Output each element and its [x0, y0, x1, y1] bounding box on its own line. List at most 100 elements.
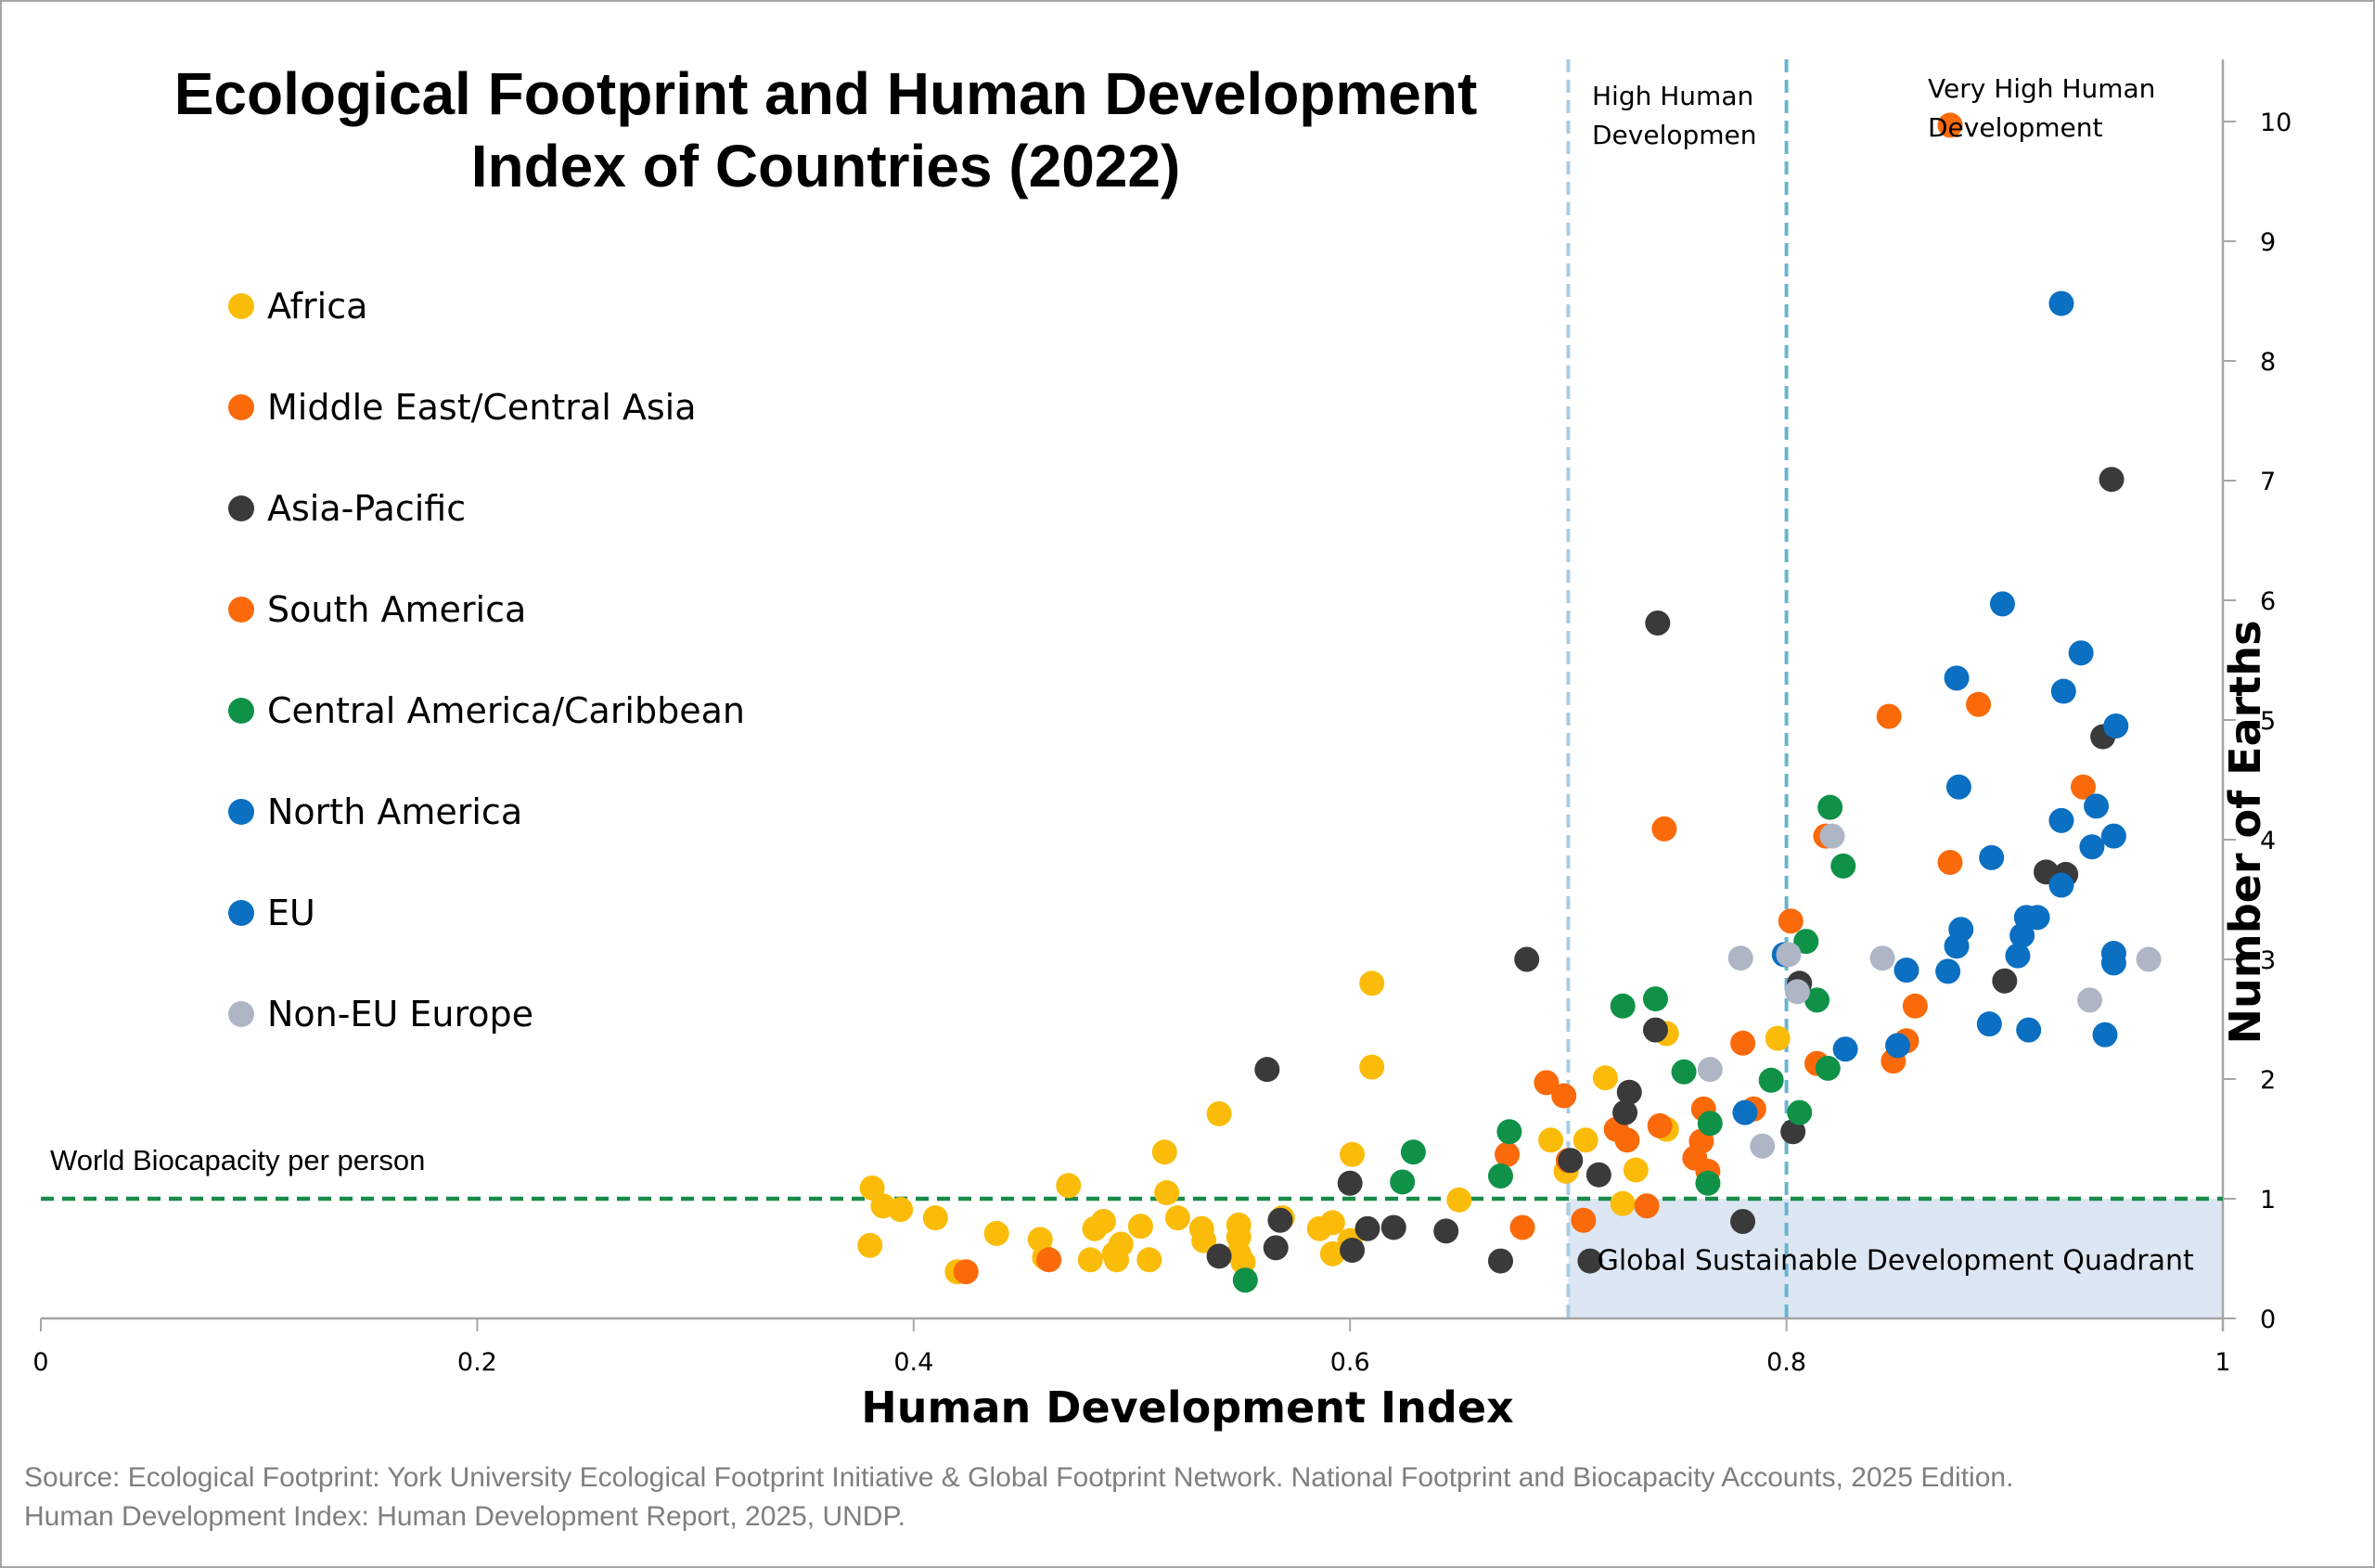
- data-point-asia-pacific: [1340, 1237, 1366, 1263]
- data-point-non-eu-europe: [1750, 1133, 1776, 1159]
- data-point-asia-pacific: [1645, 610, 1671, 636]
- data-point-eu: [1945, 774, 1971, 800]
- data-point-middle-east-central-asia: [1614, 1127, 1640, 1153]
- legend-marker-icon: [228, 900, 254, 926]
- data-point-asia-pacific: [2099, 467, 2125, 493]
- data-point-middle-east-central-asia: [1647, 1112, 1673, 1138]
- data-point-africa: [1056, 1173, 1082, 1199]
- data-point-non-eu-europe: [1697, 1057, 1723, 1083]
- legend-item-middle-east-central-asia[interactable]: Middle East/Central Asia: [228, 379, 696, 435]
- legend-marker-icon: [228, 1001, 254, 1027]
- data-point-south-america: [1902, 993, 1928, 1019]
- legend-label: Central America/Caribbean: [267, 690, 745, 731]
- data-point-eu: [1732, 1099, 1758, 1125]
- data-point-africa: [1154, 1180, 1180, 1206]
- data-point-eu: [1948, 917, 1974, 943]
- data-point-africa: [1592, 1065, 1618, 1091]
- y-tick-label: 3: [2260, 946, 2276, 975]
- data-point-south-america: [1682, 1145, 1708, 1171]
- y-axis-title: Number of Earths: [2220, 620, 2270, 1045]
- data-point-africa: [922, 1205, 948, 1231]
- data-point-eu: [2084, 793, 2110, 819]
- legend-item-central-america-caribbean[interactable]: Central America/Caribbean: [228, 683, 745, 739]
- data-point-eu: [2092, 1022, 2118, 1047]
- data-point-south-america: [1571, 1207, 1597, 1233]
- data-point-asia-pacific: [1616, 1079, 1642, 1105]
- data-point-eu: [2050, 678, 2076, 704]
- data-point-north-america: [2100, 823, 2126, 849]
- legend-label: Asia-Pacific: [267, 488, 467, 529]
- data-point-eu: [1989, 591, 2015, 617]
- data-point-africa: [857, 1232, 883, 1258]
- data-point-middle-east-central-asia: [2070, 774, 2096, 800]
- data-point-central-america-caribbean: [1815, 1055, 1841, 1081]
- data-point-africa: [888, 1197, 914, 1223]
- legend-label: EU: [267, 893, 315, 933]
- data-point-asia-pacific: [1337, 1170, 1363, 1196]
- data-point-middle-east-central-asia: [1778, 908, 1804, 934]
- data-point-asia-pacific: [1577, 1248, 1603, 1274]
- data-point-africa: [1164, 1205, 1190, 1231]
- source-caption-line-2: Human Development Index: Human Developme…: [24, 1501, 905, 1532]
- data-point-middle-east-central-asia: [1534, 1070, 1560, 1096]
- data-point-asia-pacific: [1730, 1209, 1756, 1235]
- data-point-asia-pacific: [1263, 1235, 1289, 1261]
- data-point-eu: [2024, 905, 2050, 931]
- x-tick-label: 0.8: [1766, 1348, 1806, 1377]
- data-point-middle-east-central-asia: [953, 1259, 979, 1285]
- legend-item-south-america[interactable]: South America: [228, 582, 526, 637]
- y-tick-label: 0: [2260, 1305, 2276, 1334]
- data-point-asia-pacific: [1267, 1207, 1293, 1233]
- legend-item-north-america[interactable]: North America: [228, 784, 522, 840]
- data-point-eu: [2100, 950, 2126, 976]
- legend-item-africa[interactable]: Africa: [228, 278, 367, 334]
- data-point-asia-pacific: [1992, 968, 2018, 994]
- data-point-north-america: [2048, 290, 2074, 316]
- data-point-africa: [1573, 1127, 1598, 1153]
- data-point-asia-pacific: [1780, 1119, 1806, 1145]
- legend-label: Non-EU Europe: [267, 994, 534, 1035]
- data-point-africa: [1127, 1214, 1153, 1240]
- data-point-middle-east-central-asia: [1551, 1083, 1577, 1109]
- data-point-non-eu-europe: [1784, 979, 1810, 1005]
- data-point-eu: [1832, 1036, 1858, 1062]
- data-point-asia-pacific: [1254, 1057, 1280, 1083]
- x-tick-label: 1: [2215, 1348, 2230, 1377]
- data-point-africa: [1090, 1209, 1116, 1235]
- data-point-central-america-caribbean: [1793, 929, 1819, 955]
- data-point-africa: [1206, 1100, 1232, 1126]
- data-point-asia-pacific: [1585, 1162, 1611, 1188]
- legend-marker-icon: [228, 799, 254, 825]
- data-point-central-america-caribbean: [1496, 1119, 1522, 1145]
- data-point-central-america-caribbean: [1671, 1059, 1697, 1085]
- data-point-asia-pacific: [1487, 1248, 1513, 1274]
- y-tick-label: 10: [2260, 109, 2292, 137]
- legend-item-non-eu-europe[interactable]: Non-EU Europe: [228, 986, 533, 1042]
- data-point-africa: [1765, 1025, 1791, 1051]
- data-point-eu: [2005, 943, 2031, 969]
- chart-title-line-1: Ecological Footprint and Human Developme…: [173, 60, 1478, 127]
- data-point-non-eu-europe: [1776, 942, 1802, 968]
- legend-item-eu[interactable]: EU: [228, 885, 315, 941]
- data-point-asia-pacific: [1206, 1243, 1232, 1269]
- data-point-africa: [1610, 1190, 1636, 1216]
- data-point-asia-pacific: [1642, 1017, 1668, 1043]
- y-tick-label: 4: [2260, 827, 2276, 855]
- x-tick-label: 0: [32, 1348, 48, 1377]
- data-point-eu: [1976, 1011, 2002, 1037]
- data-point-eu: [2103, 713, 2129, 739]
- data-point-non-eu-europe: [1869, 945, 1895, 971]
- data-point-asia-pacific: [1514, 946, 1540, 972]
- data-point-africa: [1446, 1187, 1472, 1213]
- data-point-non-eu-europe: [1819, 823, 1845, 849]
- high-hdi-label-line: Developmen: [1592, 120, 1757, 150]
- data-point-africa: [983, 1220, 1009, 1246]
- data-point-eu: [1885, 1033, 1911, 1059]
- sustainable-quadrant-region: [1568, 1199, 2223, 1318]
- data-point-central-america-caribbean: [1697, 1111, 1723, 1137]
- data-point-central-america-caribbean: [1642, 986, 1668, 1012]
- data-point-asia-pacific: [1433, 1218, 1459, 1244]
- y-tick-label: 1: [2260, 1186, 2276, 1215]
- legend-item-asia-pacific[interactable]: Asia-Pacific: [228, 481, 466, 536]
